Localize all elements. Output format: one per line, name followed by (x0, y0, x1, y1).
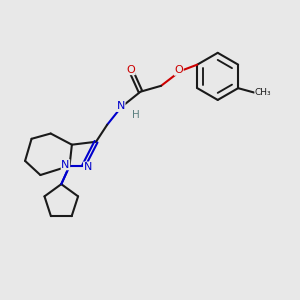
Text: O: O (174, 65, 183, 75)
Text: O: O (126, 64, 135, 75)
Text: N: N (61, 160, 70, 170)
Text: CH₃: CH₃ (255, 88, 272, 97)
Text: N: N (84, 162, 92, 172)
Text: N: N (117, 101, 125, 111)
Text: H: H (132, 110, 140, 120)
